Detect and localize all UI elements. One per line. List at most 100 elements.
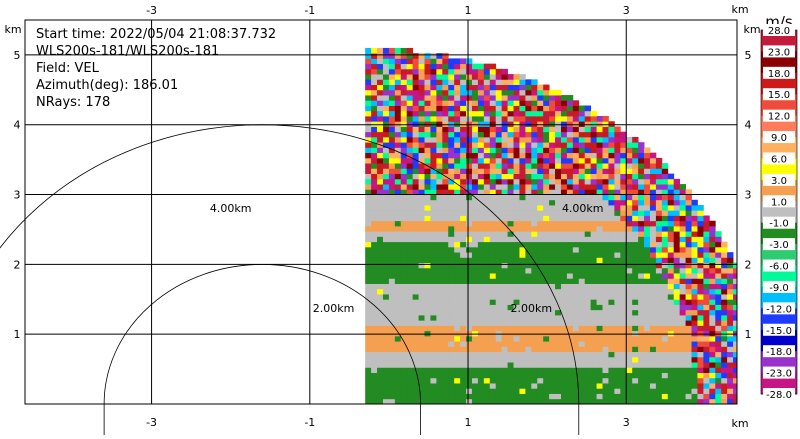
velocity-cell (430, 110, 437, 117)
velocity-cell (578, 142, 586, 148)
velocity-cell (549, 367, 556, 373)
velocity-cell (382, 126, 390, 133)
velocity-cell (483, 241, 491, 248)
velocity-cell (584, 116, 592, 122)
velocity-cell (555, 184, 562, 190)
velocity-cell (513, 168, 520, 174)
velocity-cell (614, 262, 621, 269)
velocity-cell (424, 351, 431, 358)
velocity-cell (400, 220, 408, 227)
velocity-cell (531, 346, 538, 353)
velocity-cell (531, 288, 538, 295)
velocity-cell (471, 147, 479, 154)
velocity-cell (489, 168, 497, 174)
velocity-cell (388, 398, 396, 404)
velocity-cell (436, 278, 443, 284)
velocity-cell (632, 194, 639, 201)
velocity-cell (543, 231, 550, 237)
velocity-cell (377, 110, 384, 117)
velocity-cell (400, 377, 408, 384)
velocity-cell (673, 341, 681, 347)
velocity-cell (673, 257, 681, 264)
velocity-cell (418, 367, 425, 373)
velocity-cell (626, 194, 633, 201)
velocity-cell (466, 79, 473, 85)
velocity-cell (644, 267, 651, 274)
velocity-cell (466, 393, 473, 400)
velocity-cell (483, 252, 491, 258)
velocity-cell (531, 89, 538, 96)
velocity-cell (572, 252, 580, 258)
velocity-cell (394, 215, 402, 222)
velocity-cell (525, 299, 532, 305)
velocity-cell (661, 252, 669, 258)
velocity-cell (371, 388, 378, 394)
velocity-cell (572, 262, 580, 269)
velocity-cell (733, 393, 737, 400)
velocity-cell (691, 205, 698, 211)
velocity-cell (644, 351, 651, 358)
velocity-cell (555, 278, 562, 284)
velocity-cell (655, 294, 663, 300)
velocity-cell (483, 377, 491, 384)
velocity-cell (531, 294, 538, 300)
velocity-cell (406, 194, 414, 201)
velocity-cell (614, 252, 621, 258)
velocity-cell (632, 267, 639, 274)
velocity-cell (448, 283, 455, 290)
velocity-cell (560, 199, 568, 206)
velocity-cell (400, 173, 408, 180)
velocity-cell (388, 173, 396, 180)
velocity-cell (477, 194, 485, 201)
velocity-cell (661, 199, 669, 206)
velocity-cell (471, 388, 479, 394)
velocity-cell (715, 309, 722, 316)
velocity-cell (489, 205, 497, 211)
velocity-cell (382, 267, 390, 274)
velocity-cell (531, 283, 538, 290)
velocity-cell (661, 335, 669, 342)
velocity-cell (400, 58, 408, 65)
velocity-cell (531, 100, 538, 106)
velocity-cell (471, 288, 479, 295)
velocity-cell (483, 335, 491, 342)
velocity-cell (412, 116, 419, 122)
velocity-cell (471, 84, 479, 91)
velocity-cell (644, 257, 651, 264)
velocity-cell (519, 304, 526, 311)
velocity-cell (513, 147, 520, 154)
velocity-cell (400, 236, 408, 243)
velocity-cell (406, 330, 414, 337)
velocity-cell (721, 383, 728, 389)
velocity-cell (638, 304, 645, 311)
velocity-cell (466, 178, 473, 185)
velocity-cell (685, 252, 692, 258)
velocity-cell (638, 152, 645, 159)
velocity-cell (626, 178, 633, 185)
velocity-cell (614, 157, 621, 164)
velocity-cell (644, 383, 651, 389)
colorbar-label-bg (763, 259, 795, 272)
velocity-cell (560, 393, 568, 400)
velocity-cell (703, 362, 710, 368)
velocity-cell (584, 314, 592, 321)
velocity-cell (566, 105, 574, 112)
velocity-cell (365, 309, 372, 316)
velocity-cell (578, 131, 586, 138)
velocity-cell (560, 283, 568, 290)
velocity-cell (578, 241, 586, 248)
velocity-cell (394, 320, 402, 326)
velocity-cell (424, 84, 431, 91)
velocity-cell (371, 252, 378, 258)
velocity-cell (691, 236, 698, 243)
velocity-cell (655, 273, 663, 279)
velocity-cell (602, 367, 609, 373)
velocity-cell (501, 178, 508, 185)
velocity-cell (495, 189, 503, 195)
velocity-cell (454, 377, 461, 384)
velocity-cell (442, 241, 449, 248)
velocity-cell (412, 194, 419, 201)
velocity-cell (602, 309, 609, 316)
velocity-cell (626, 157, 633, 164)
velocity-cell (466, 136, 473, 143)
